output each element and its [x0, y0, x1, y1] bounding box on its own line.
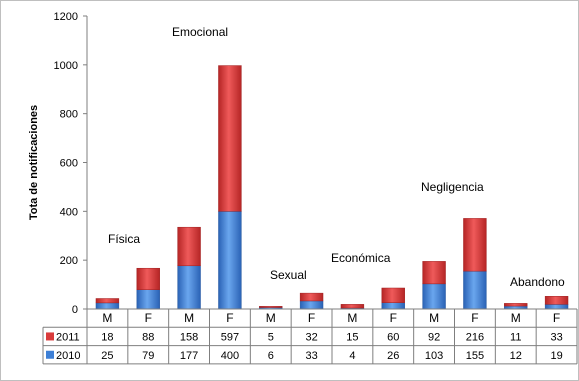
group-label: Física [108, 232, 140, 246]
data-value-2011: 158 [180, 331, 198, 343]
category-label: F [553, 311, 560, 325]
bar-2010 [381, 302, 405, 310]
bar-2011 [95, 298, 120, 304]
data-value-2010: 25 [101, 350, 113, 362]
data-value-2010: 155 [466, 350, 484, 362]
bar-2011 [177, 226, 201, 267]
data-value-2011: 597 [221, 331, 239, 343]
y-tick-label: 800 [60, 109, 78, 121]
bar-2011 [299, 292, 324, 302]
group-label: Abandono [510, 275, 565, 289]
category-label: M [102, 311, 112, 325]
y-tick-label: 200 [60, 255, 78, 267]
data-value-2010: 103 [425, 350, 443, 362]
category-label: M [347, 311, 357, 325]
bar-2011 [381, 287, 405, 303]
data-value-2011: 92 [428, 331, 440, 343]
data-value-2010: 6 [268, 350, 274, 362]
bar-2011 [259, 306, 283, 308]
data-value-2011: 11 [510, 331, 521, 343]
group-label: Económica [331, 251, 391, 265]
bar-2010 [136, 289, 160, 310]
data-value-2011: 88 [142, 331, 154, 343]
y-axis-title: Tota de notificaciones [28, 105, 40, 220]
group-label: Emocional [172, 25, 228, 39]
legend-label-2011: 2011 [56, 331, 80, 343]
data-value-2011: 216 [466, 331, 484, 343]
data-value-2011: 18 [101, 331, 113, 343]
data-value-2010: 19 [550, 350, 562, 362]
bar-2010 [95, 302, 120, 310]
category-label: M [429, 311, 439, 325]
category-label: M [184, 311, 194, 325]
bar-2010 [544, 304, 569, 310]
data-value-2011: 5 [268, 331, 274, 343]
bar-2010 [177, 265, 201, 310]
bar-2011 [136, 267, 160, 290]
data-value-2011: 32 [305, 331, 317, 343]
data-value-2010: 12 [510, 350, 522, 362]
data-value-2010: 79 [142, 350, 154, 362]
y-tick-label: 1200 [54, 11, 78, 23]
category-label: F [471, 311, 478, 325]
bar-2011 [218, 65, 242, 212]
data-value-2010: 26 [387, 350, 399, 362]
bar-2010 [218, 211, 242, 310]
bar-2011 [504, 303, 528, 307]
bar-2011 [544, 296, 569, 305]
y-tick-label: 400 [60, 206, 78, 218]
bar-2011 [340, 304, 365, 309]
data-value-2010: 400 [221, 350, 239, 362]
category-label: F [145, 311, 152, 325]
category-label: M [511, 311, 521, 325]
bar-2011 [422, 261, 446, 285]
data-value-2010: 33 [305, 350, 317, 362]
y-tick-label: 0 [72, 304, 78, 316]
y-tick-label: 1000 [54, 60, 78, 72]
bar-2010 [299, 300, 324, 310]
legend-swatch-2011 [46, 332, 54, 341]
legend-label-2010: 2010 [56, 350, 80, 362]
data-value-2011: 60 [387, 331, 399, 343]
data-value-2011: 33 [550, 331, 562, 343]
group-label: Negligencia [421, 180, 484, 194]
category-label: M [266, 311, 276, 325]
category-label: F [390, 311, 397, 325]
bar-2010 [422, 283, 446, 310]
category-label: F [226, 311, 233, 325]
data-value-2010: 4 [349, 350, 355, 362]
group-label: Sexual [270, 268, 307, 282]
data-value-2010: 177 [180, 350, 198, 362]
y-tick-label: 600 [60, 158, 78, 170]
category-label: F [308, 311, 315, 325]
bar-2010 [463, 270, 487, 310]
bar-2011 [463, 218, 487, 272]
legend-swatch-2010 [46, 350, 54, 359]
data-value-2011: 15 [346, 331, 358, 343]
